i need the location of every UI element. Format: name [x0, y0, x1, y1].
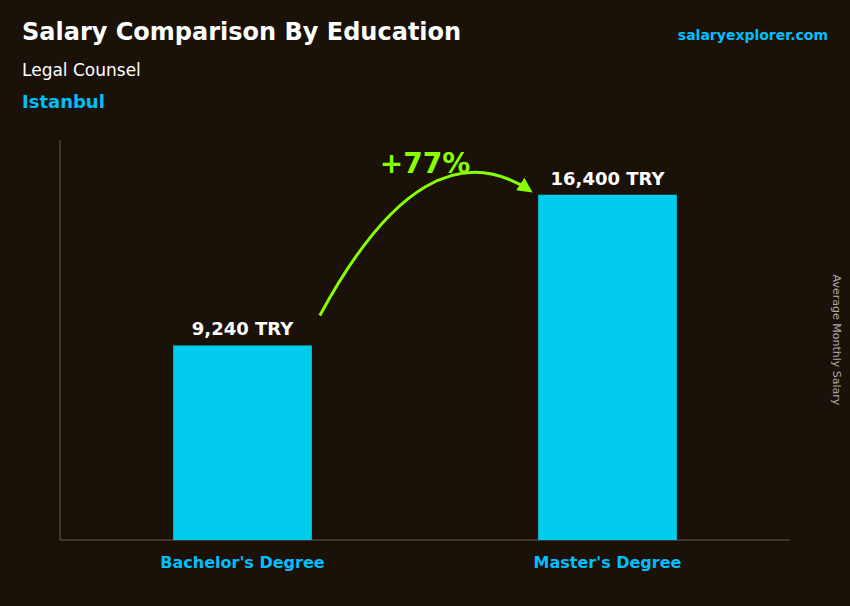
bar — [538, 195, 677, 540]
change-label: +77% — [380, 147, 470, 180]
data-label: 16,400 TRY — [551, 168, 666, 189]
x-axis-line — [60, 540, 790, 541]
title: Salary Comparison By Education — [22, 18, 461, 46]
location: Istanbul — [22, 91, 105, 112]
category-label: Bachelor's Degree — [160, 553, 324, 572]
watermark: salaryexplorer.com — [678, 27, 828, 43]
y-axis-line — [60, 140, 61, 540]
background — [0, 0, 850, 606]
y-label: Average Monthly Salary — [830, 275, 843, 406]
data-label: 9,240 TRY — [192, 318, 294, 339]
chart: Salary Comparison By Education Legal Coun… — [0, 0, 850, 606]
bar — [173, 345, 312, 540]
category-label: Master's Degree — [534, 553, 682, 572]
subtitle: Legal Counsel — [22, 60, 141, 80]
change-arrow — [320, 172, 530, 315]
bars — [173, 195, 677, 540]
